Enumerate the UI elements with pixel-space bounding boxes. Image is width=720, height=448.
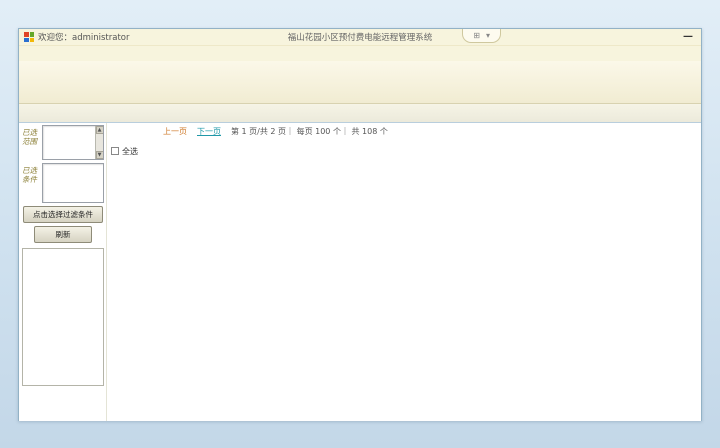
select-all-checkbox[interactable] bbox=[111, 147, 119, 155]
selected-range-label: 已选 范围 bbox=[22, 128, 37, 147]
pagination: 上一页 下一页 第 1 页/共 2 页｜ 每页 100 个｜ 共 108 个 bbox=[111, 125, 698, 137]
skin-selector[interactable]: ⊞ ▾ bbox=[462, 29, 501, 43]
app-window: 欢迎您：administrator 福山花园小区预付费电能远程管理系统 ⊞ ▾ … bbox=[18, 28, 702, 421]
selected-range-listbox[interactable]: ▲ ▼ bbox=[42, 125, 104, 160]
prev-page-link[interactable]: 上一页 bbox=[163, 126, 187, 136]
tab-strip bbox=[19, 104, 701, 123]
app-icon bbox=[24, 32, 34, 42]
page-info: 第 1 页/共 2 页｜ 每页 100 个｜ 共 108 个 bbox=[231, 126, 388, 136]
selected-condition-label: 已选 条件 bbox=[22, 166, 37, 185]
action-toolbar: 全选 bbox=[111, 139, 698, 163]
title-bar: 欢迎您：administrator 福山花园小区预付费电能远程管理系统 ⊞ ▾ … bbox=[19, 29, 701, 46]
layout-icon[interactable]: ⊞ bbox=[473, 31, 480, 40]
select-all-label: 全选 bbox=[122, 146, 138, 156]
main-panel: 上一页 下一页 第 1 页/共 2 页｜ 每页 100 个｜ 共 108 个 全… bbox=[107, 123, 701, 421]
next-page-link[interactable]: 下一页 bbox=[197, 126, 221, 136]
scroll-up-icon[interactable]: ▲ bbox=[95, 126, 103, 134]
content-area: 已选 范围 ▲ ▼ 已选 条件 点击选择过滤条件 刷新 上一页 下一页 第 bbox=[19, 123, 701, 421]
welcome-text: 欢迎您：administrator bbox=[38, 33, 130, 43]
choose-filter-button[interactable]: 点击选择过滤条件 bbox=[23, 206, 103, 223]
select-all[interactable]: 全选 bbox=[111, 146, 138, 157]
scroll-down-icon[interactable]: ▼ bbox=[95, 151, 103, 159]
listbox-scrollbar[interactable]: ▲ ▼ bbox=[95, 126, 103, 159]
sidebar: 已选 范围 ▲ ▼ 已选 条件 点击选择过滤条件 刷新 bbox=[19, 123, 107, 421]
menu-bar bbox=[19, 46, 701, 61]
ribbon bbox=[19, 61, 701, 104]
selected-condition-listbox[interactable] bbox=[42, 163, 104, 203]
building-tree bbox=[22, 248, 104, 386]
refresh-button[interactable]: 刷新 bbox=[34, 226, 92, 243]
app-title: 福山花园小区预付费电能远程管理系统 bbox=[287, 33, 433, 43]
minimize-button[interactable]: — bbox=[683, 31, 693, 42]
chevron-down-icon[interactable]: ▾ bbox=[485, 31, 490, 40]
